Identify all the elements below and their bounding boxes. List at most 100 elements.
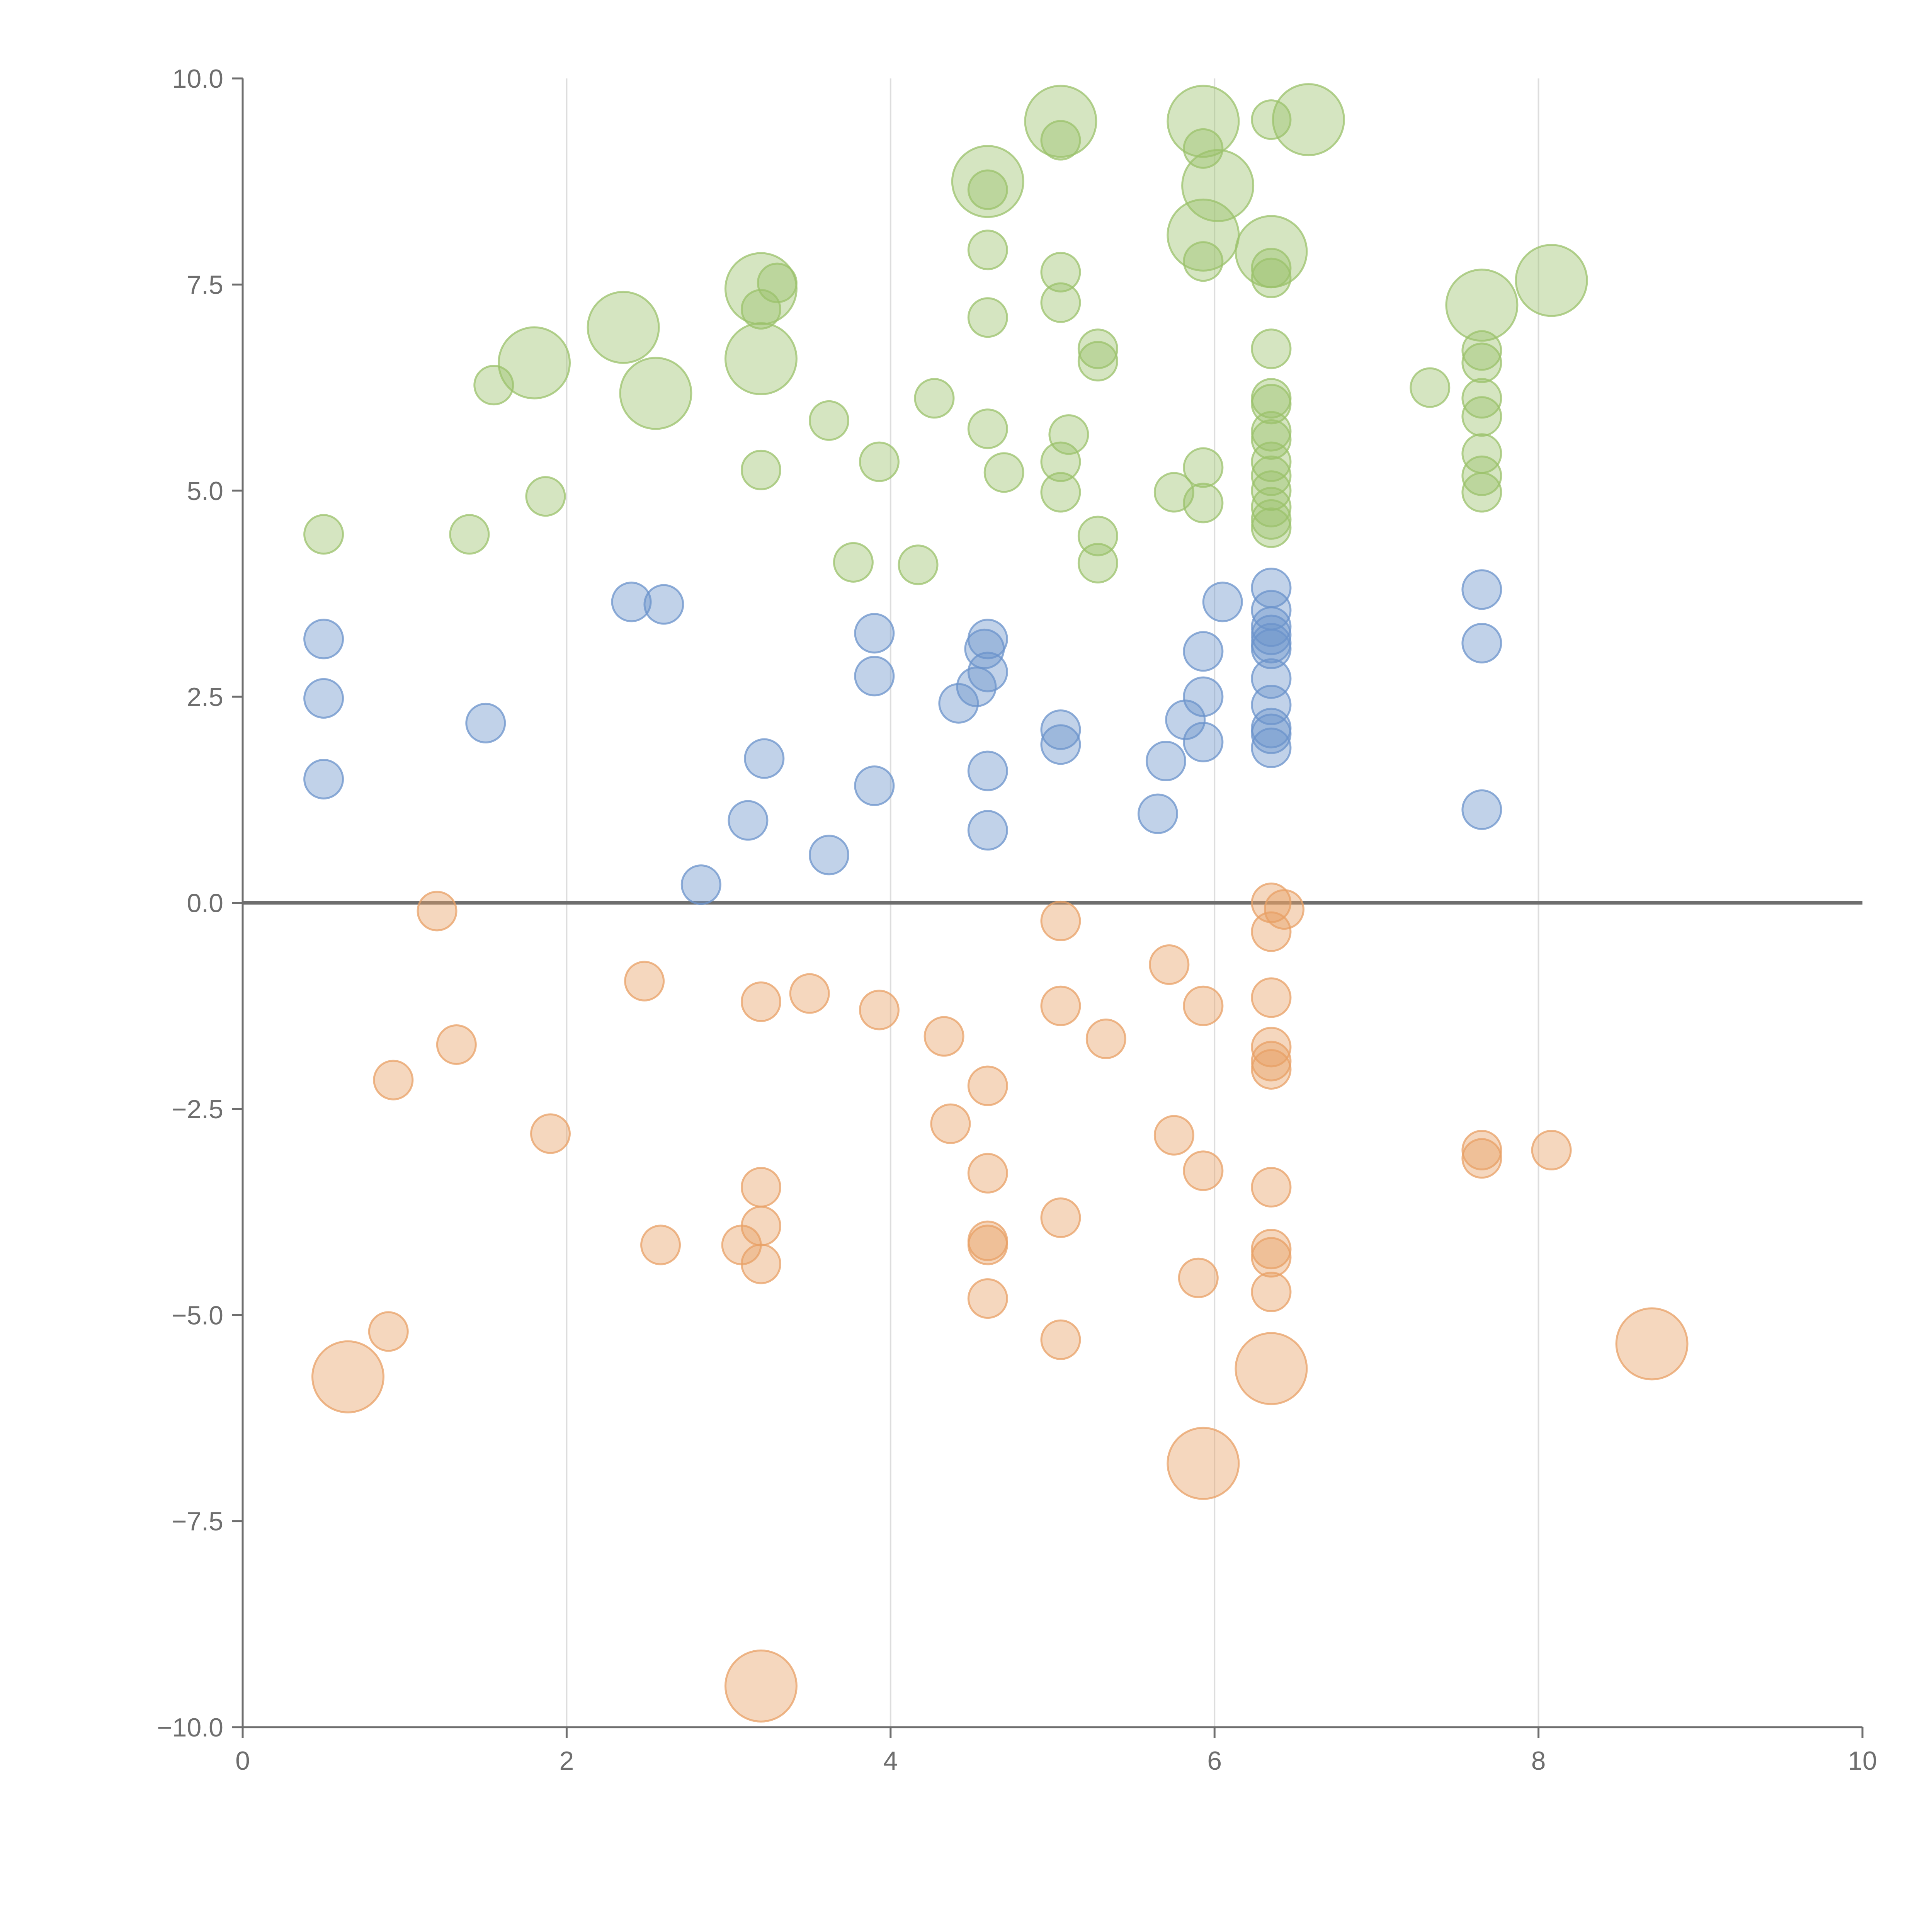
data-point-green xyxy=(1040,120,1081,161)
data-point-green xyxy=(1410,367,1451,408)
x-tick-label: 4 xyxy=(883,1746,898,1776)
data-point-blue xyxy=(938,683,979,724)
y-tick-label: −5.0 xyxy=(172,1301,223,1330)
data-point-orange xyxy=(740,981,781,1022)
data-point-green xyxy=(1048,414,1089,455)
data-point-green xyxy=(1461,472,1502,513)
data-point-orange xyxy=(1251,977,1292,1018)
data-point-green xyxy=(498,326,571,400)
data-point-green xyxy=(724,322,798,395)
tick-labels: 0 2 4 6 8 10 10.0 7.5 5.0 2.5 0.0 −2.5 −5.0 −7.5 −10.0 xyxy=(157,64,1877,1776)
data-point-blue xyxy=(967,651,1008,692)
x-tick-label: 8 xyxy=(1531,1746,1546,1776)
data-point-orange xyxy=(1251,1041,1292,1082)
data-point-blue xyxy=(854,656,895,697)
data-point-orange xyxy=(1149,944,1190,985)
data-point-green xyxy=(1077,543,1118,583)
data-point-green xyxy=(1251,455,1292,496)
data-point-orange xyxy=(311,1340,384,1413)
data-point-green xyxy=(1040,282,1081,323)
data-point-green xyxy=(1251,411,1292,452)
data-point-green xyxy=(587,291,660,364)
data-point-green xyxy=(967,408,1008,449)
data-point-green xyxy=(449,514,490,555)
data-point-orange xyxy=(1251,1167,1292,1208)
data-point-blue xyxy=(680,864,721,905)
data-point-blue xyxy=(1251,614,1292,655)
data-point-green xyxy=(967,297,1008,338)
data-point-green xyxy=(1040,252,1081,293)
data-point-green xyxy=(1461,455,1502,496)
data-point-orange xyxy=(967,1278,1008,1319)
data-point-orange xyxy=(1251,911,1292,952)
data-point-green xyxy=(1183,447,1224,488)
data-point-blue xyxy=(1251,727,1292,768)
data-point-green xyxy=(1040,441,1081,482)
data-point-orange xyxy=(436,1024,477,1065)
data-point-green xyxy=(1077,341,1118,382)
data-point-green xyxy=(303,514,344,555)
data-point-blue xyxy=(1040,724,1081,765)
x-tick-label: 6 xyxy=(1207,1746,1222,1776)
data-point-orange xyxy=(1251,883,1292,923)
data-point-blue xyxy=(303,619,344,660)
data-point-green xyxy=(740,449,781,490)
y-tick-label: 10.0 xyxy=(172,64,223,94)
data-point-orange xyxy=(1461,1130,1502,1171)
data-point-orange xyxy=(1251,1229,1292,1270)
data-point-orange xyxy=(1167,1427,1240,1500)
data-point-blue xyxy=(643,584,684,625)
data-point-orange xyxy=(1183,985,1224,1026)
data-point-blue xyxy=(1137,793,1178,834)
data-point-green xyxy=(1181,149,1255,222)
data-point-orange xyxy=(1461,1138,1502,1179)
data-point-blue xyxy=(1145,741,1186,782)
data-point-green xyxy=(983,452,1024,493)
data-point-orange xyxy=(1251,1237,1292,1278)
data-point-blue xyxy=(809,835,850,876)
data-point-orange xyxy=(530,1113,571,1154)
data-point-blue xyxy=(1461,789,1502,830)
data-point-orange xyxy=(859,990,900,1031)
data-point-orange xyxy=(1153,1115,1194,1156)
data-point-blue xyxy=(1202,582,1243,622)
data-point-green xyxy=(757,262,798,303)
data-point-blue xyxy=(854,765,895,806)
data-point-orange xyxy=(1251,1272,1292,1313)
data-point-green xyxy=(1251,328,1292,369)
y-tick-label: −2.5 xyxy=(172,1095,223,1124)
data-point-blue xyxy=(1183,676,1224,717)
data-point-green xyxy=(1183,128,1224,169)
data-point-green xyxy=(1251,99,1292,140)
data-point-orange xyxy=(967,1065,1008,1106)
data-point-blue xyxy=(1165,699,1206,740)
data-point-orange xyxy=(624,961,665,1002)
x-tick-label: 10 xyxy=(1848,1746,1877,1776)
series-blue xyxy=(303,568,1502,905)
data-point-orange xyxy=(1178,1257,1219,1298)
data-point-orange xyxy=(1085,1019,1126,1060)
data-point-green xyxy=(859,441,900,482)
data-point-orange xyxy=(740,1243,781,1284)
data-point-orange xyxy=(1040,985,1081,1026)
data-point-green xyxy=(1040,472,1081,513)
y-tick-label: −7.5 xyxy=(172,1507,223,1536)
data-point-green xyxy=(1445,269,1519,342)
data-point-orange xyxy=(1040,1319,1081,1360)
data-point-blue xyxy=(1183,721,1224,762)
data-point-green xyxy=(1251,248,1292,289)
data-point-orange xyxy=(1531,1130,1572,1171)
data-point-green xyxy=(967,169,1008,210)
data-point-blue xyxy=(1461,622,1502,663)
data-point-orange xyxy=(724,1649,798,1723)
data-point-orange xyxy=(1615,1307,1689,1381)
data-point-orange xyxy=(1040,900,1081,941)
data-point-orange xyxy=(1264,889,1304,930)
data-point-blue xyxy=(1461,569,1502,610)
data-point-green xyxy=(1251,441,1292,482)
data-point-green xyxy=(914,378,955,419)
data-point-orange xyxy=(640,1225,681,1265)
data-point-green xyxy=(1183,241,1224,282)
data-point-green xyxy=(740,289,781,330)
